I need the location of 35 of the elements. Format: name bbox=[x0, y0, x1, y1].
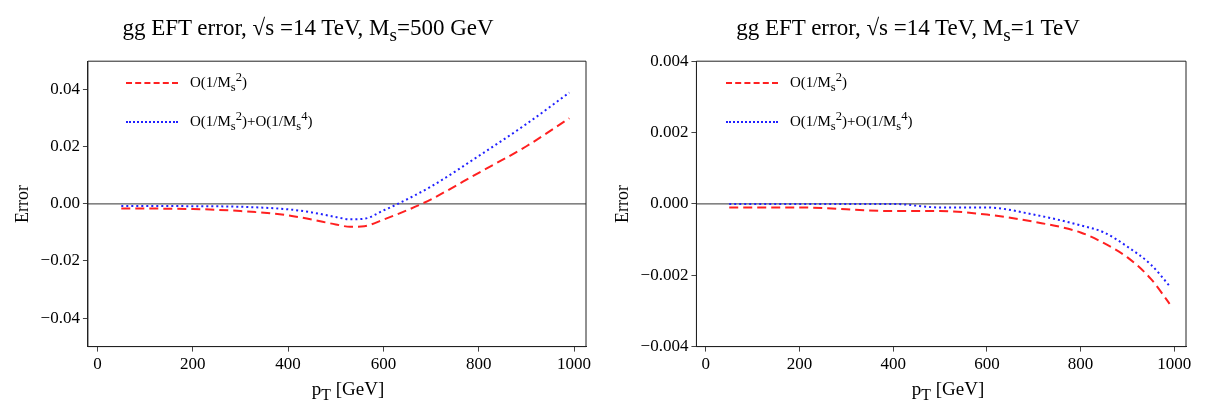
y-axis-title: Error bbox=[11, 184, 32, 223]
legend-label: O(1/M$_{s}$$^{2}$)+O(1/M$_{s}$$^{4}$) bbox=[190, 109, 313, 134]
x-tick-label: 800 bbox=[1067, 354, 1094, 374]
chart-title: gg EFT error, √s =14 TeV, M$_{s}$=500 GeV bbox=[121, 14, 495, 47]
y-tick-label: 0.02 bbox=[50, 136, 80, 156]
y-tick-label: −0.04 bbox=[40, 307, 81, 327]
legend-label: O(1/M$_{s}$$^{2}$) bbox=[790, 70, 847, 95]
y-tick-label: 0.002 bbox=[650, 122, 689, 142]
x-tick-label: 800 bbox=[466, 354, 492, 374]
x-tick-label: 200 bbox=[786, 354, 813, 374]
y-tick-label: 0.000 bbox=[650, 193, 689, 213]
y-tick-label: 0.00 bbox=[50, 193, 80, 213]
x-tick-label: 200 bbox=[180, 354, 206, 374]
x-tick-label: 1000 bbox=[1157, 354, 1192, 374]
x-tick-label: 0 bbox=[701, 354, 711, 374]
x-tick-label: 600 bbox=[370, 354, 397, 374]
line-series bbox=[728, 206, 1171, 305]
line-series bbox=[728, 202, 1171, 287]
y-tick-label: −0.002 bbox=[640, 264, 689, 284]
x-tick-label: 0 bbox=[93, 354, 102, 374]
x-axis-title: p$_{T}$ [GeV] bbox=[910, 378, 986, 404]
y-tick-label: 0.004 bbox=[650, 50, 689, 70]
y-tick-label: 0.04 bbox=[50, 79, 81, 99]
y-axis-title: Error bbox=[611, 184, 632, 223]
x-tick-label: 400 bbox=[880, 354, 906, 374]
x-axis-title: p$_{T}$ [GeV] bbox=[310, 378, 386, 404]
chart-title: gg EFT error, √s =14 TeV, M$_{s}$=1 TeV bbox=[735, 14, 1081, 47]
legend-label: O(1/M$_{s}$$^{2}$) bbox=[190, 70, 247, 95]
x-tick-label: 600 bbox=[974, 354, 1000, 374]
legend-label: O(1/M$_{s}$$^{2}$)+O(1/M$_{s}$$^{4}$) bbox=[790, 109, 913, 134]
x-tick-label: 400 bbox=[275, 354, 301, 374]
y-tick-label: −0.004 bbox=[640, 336, 689, 356]
y-tick-label: −0.02 bbox=[40, 250, 80, 270]
x-tick-label: 1000 bbox=[557, 354, 592, 374]
line-series bbox=[120, 91, 571, 221]
